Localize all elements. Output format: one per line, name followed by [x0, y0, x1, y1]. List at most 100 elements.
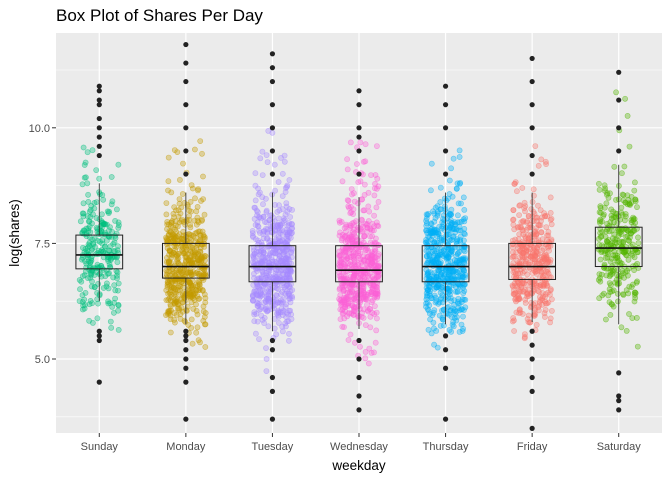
jitter-point [114, 259, 121, 266]
jitter-point [632, 262, 639, 269]
outlier-point [356, 134, 362, 140]
jitter-point [543, 268, 550, 275]
outlier-point [183, 148, 189, 154]
outlier-point [529, 102, 535, 108]
jitter-point [262, 305, 269, 312]
jitter-point [528, 206, 535, 212]
jitter-point [366, 208, 373, 215]
jitter-point [604, 254, 611, 261]
jitter-point [423, 222, 430, 229]
outlier-point [616, 148, 622, 154]
jitter-point [446, 219, 453, 225]
jitter-point [372, 290, 379, 297]
jitter-point [88, 283, 95, 290]
outlier-point [183, 60, 189, 66]
jitter-point [286, 330, 292, 337]
jitter-point [605, 194, 612, 201]
jitter-point [450, 155, 457, 162]
jitter-point [164, 235, 170, 242]
outlier-point [616, 125, 622, 131]
jitter-point [108, 174, 115, 180]
jitter-point [510, 253, 517, 260]
jitter-point [514, 188, 520, 195]
jitter-point [522, 208, 528, 215]
jitter-point [195, 219, 202, 226]
jitter-point [288, 316, 295, 322]
jitter-point [349, 220, 356, 227]
jitter-point [518, 224, 525, 231]
jitter-point [446, 225, 453, 231]
jitter-point [432, 299, 439, 306]
outlier-point [529, 374, 535, 381]
jitter-point [336, 263, 343, 270]
jitter-point [259, 316, 266, 323]
jitter-point [344, 166, 351, 173]
jitter-point [255, 223, 262, 230]
jitter-point [530, 244, 537, 251]
jitter-point [622, 225, 629, 232]
jitter-point [369, 252, 375, 259]
outlier-point [356, 337, 362, 344]
jitter-point [518, 219, 525, 226]
outlier-point [183, 41, 189, 48]
outlier-point [183, 379, 189, 385]
outlier-point [616, 97, 622, 103]
jitter-point [283, 309, 290, 316]
jitter-point [89, 278, 95, 285]
jitter-point [631, 298, 638, 305]
jitter-point [197, 339, 203, 346]
outlier-point [442, 125, 449, 131]
jitter-point [510, 207, 517, 213]
jitter-point [253, 207, 260, 214]
jitter-point [172, 301, 178, 308]
jitter-point [448, 236, 455, 243]
jitter-point [434, 203, 441, 210]
jitter-point [596, 186, 603, 193]
jitter-point [347, 284, 354, 291]
jitter-point [195, 295, 202, 302]
outlier-point [96, 152, 102, 159]
jitter-point [539, 301, 546, 308]
jitter-point [115, 161, 122, 168]
jitter-point [454, 298, 461, 305]
jitter-point [437, 260, 444, 267]
jitter-point [195, 287, 202, 294]
jitter-point [438, 225, 445, 232]
jitter-point [259, 172, 266, 178]
jitter-point [526, 264, 533, 271]
jitter-point [439, 292, 446, 298]
jitter-point [536, 222, 543, 229]
jitter-point [99, 192, 106, 198]
jitter-point [283, 271, 290, 278]
outlier-point [96, 379, 102, 385]
outlier-point [96, 115, 102, 122]
jitter-point [447, 268, 454, 274]
jitter-point [362, 355, 369, 362]
jitter-point [437, 322, 444, 329]
jitter-point [357, 228, 364, 235]
jitter-point [440, 221, 447, 228]
jitter-point [107, 224, 113, 230]
jitter-point [264, 274, 271, 281]
jitter-point [353, 286, 360, 292]
jitter-point [175, 207, 182, 214]
jitter-point [276, 248, 283, 254]
jitter-point [453, 185, 460, 192]
jitter-point [607, 289, 614, 295]
jitter-point [613, 89, 619, 96]
x-tick-label: Saturday [597, 441, 642, 453]
jitter-point [268, 306, 275, 312]
y-axis-title: log(shares) [7, 199, 22, 267]
jitter-point [115, 326, 122, 333]
jitter-point [278, 297, 284, 304]
jitter-point [94, 315, 101, 322]
jitter-point [365, 189, 372, 196]
jitter-point [350, 211, 356, 217]
jitter-point [102, 243, 108, 250]
jitter-point [622, 95, 628, 102]
jitter-point [355, 224, 362, 231]
jitter-point [631, 254, 638, 261]
jitter-point [107, 318, 114, 325]
jitter-point [99, 211, 105, 218]
jitter-point [88, 267, 95, 274]
